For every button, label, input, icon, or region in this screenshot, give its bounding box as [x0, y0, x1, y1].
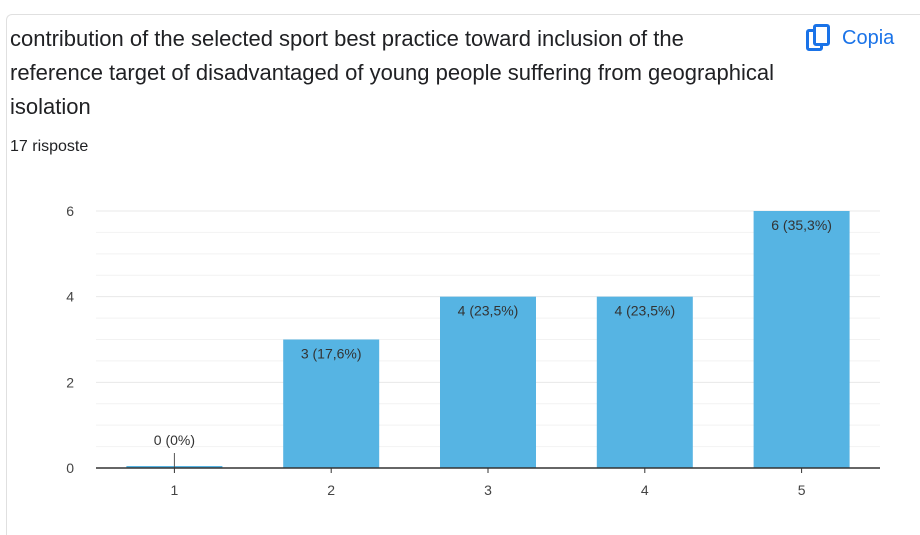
- copy-icon: [806, 24, 832, 52]
- bar: [596, 296, 693, 468]
- bar: [283, 339, 380, 468]
- y-tick-label: 2: [66, 374, 74, 390]
- y-tick-label: 6: [66, 203, 74, 219]
- x-tick-label: 1: [171, 482, 179, 498]
- data-label: 3 (17,6%): [301, 346, 362, 362]
- response-count: 17 risposte: [10, 138, 89, 155]
- x-tick-label: 3: [484, 482, 492, 498]
- bar: [753, 211, 850, 468]
- y-tick-label: 0: [66, 460, 74, 476]
- question-title: contribution of the selected sport best …: [10, 26, 774, 119]
- x-tick-label: 4: [641, 482, 649, 498]
- x-tick-label: 5: [798, 482, 806, 498]
- y-tick-label: 4: [66, 289, 74, 305]
- copy-button-label: Copia: [842, 26, 895, 49]
- question-card: [6, 14, 920, 535]
- copy-button[interactable]: Copia: [806, 18, 894, 58]
- x-tick-label: 2: [327, 482, 335, 498]
- data-label: 4 (23,5%): [614, 303, 675, 319]
- data-label: 6 (35,3%): [771, 217, 832, 233]
- bar: [440, 296, 536, 468]
- data-label: 4 (23,5%): [458, 303, 519, 319]
- data-label: 0 (0%): [154, 432, 195, 448]
